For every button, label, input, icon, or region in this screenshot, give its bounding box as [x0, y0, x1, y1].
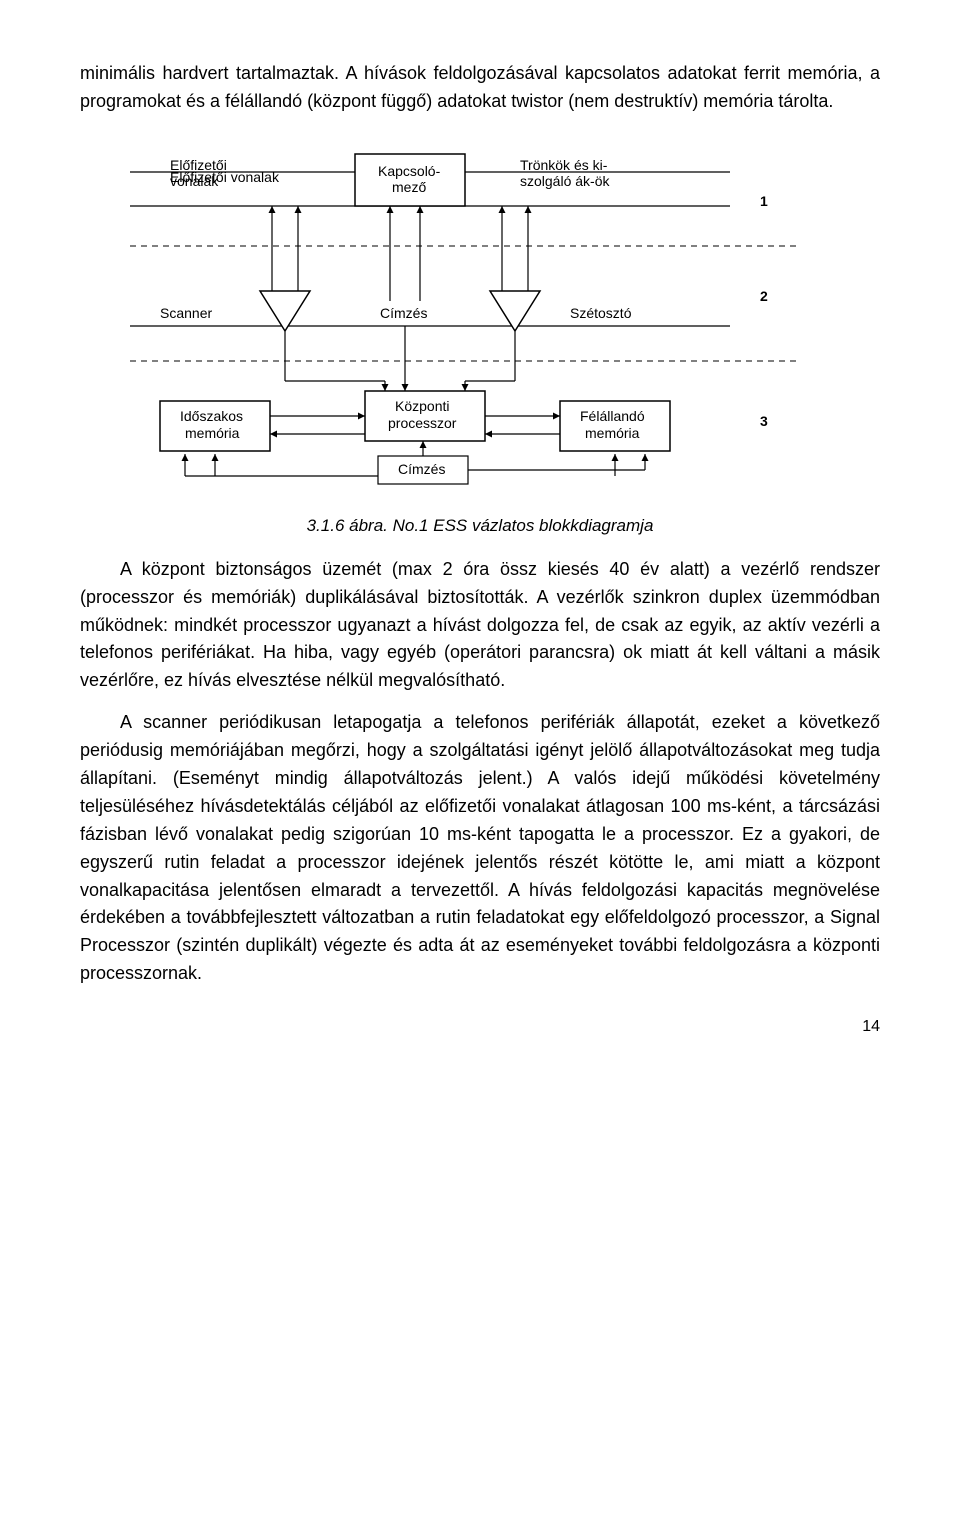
page-number: 14: [80, 1018, 880, 1036]
body-paragraph-1: minimális hardvert tartalmaztak. A hívás…: [80, 60, 880, 116]
semipermanent-memory-box: [560, 401, 670, 451]
body-paragraph-2: A központ biztonságos üzemét (max 2 óra …: [80, 556, 880, 695]
distributor-triangle: [490, 291, 540, 331]
central-processor-l1: Központi: [395, 398, 449, 414]
layer-2-label: 2: [760, 288, 768, 304]
addressing-label-row3: Címzés: [398, 461, 445, 477]
addressing-label-row2: Címzés: [380, 305, 427, 321]
switch-matrix-l1: Kapcsoló-: [378, 163, 441, 179]
body-paragraph-3: A scanner periódikusan letapogatja a tel…: [80, 709, 880, 988]
subscriber-lines-l2: vonalak: [170, 173, 219, 189]
semipermanent-memory-l2: memória: [585, 425, 640, 441]
distributor-label: Szétosztó: [570, 305, 632, 321]
diagram-svg: Előfizetői vonalak Előfizetői vonalak Ka…: [120, 146, 840, 506]
central-processor-l2: processzor: [388, 415, 457, 431]
trunks-l2: szolgáló ák-ök: [520, 173, 610, 189]
periodic-memory-l2: memória: [185, 425, 240, 441]
addressing-row3-box: [378, 456, 468, 484]
semipermanent-memory-l1: Félállandó: [580, 408, 645, 424]
subscriber-lines-l1: Előfizetői: [170, 157, 227, 173]
periodic-memory-l1: Időszakos: [180, 408, 243, 424]
block-diagram: Előfizetői vonalak Előfizetői vonalak Ka…: [120, 146, 840, 506]
central-processor-box: [365, 391, 485, 441]
scanner-label: Scanner: [160, 305, 212, 321]
layer-1-label: 1: [760, 193, 768, 209]
figure-caption: 3.1.6 ábra. No.1 ESS vázlatos blokkdiagr…: [80, 516, 880, 536]
subscriber-lines-label: Előfizetői vonalak: [170, 169, 280, 185]
switch-matrix-l2: mező: [392, 179, 426, 195]
switch-matrix-box: [355, 154, 465, 206]
layer-3-label: 3: [760, 413, 768, 429]
trunks-l1: Trönkök és ki-: [520, 157, 608, 173]
periodic-memory-box: [160, 401, 270, 451]
scanner-triangle: [260, 291, 310, 331]
